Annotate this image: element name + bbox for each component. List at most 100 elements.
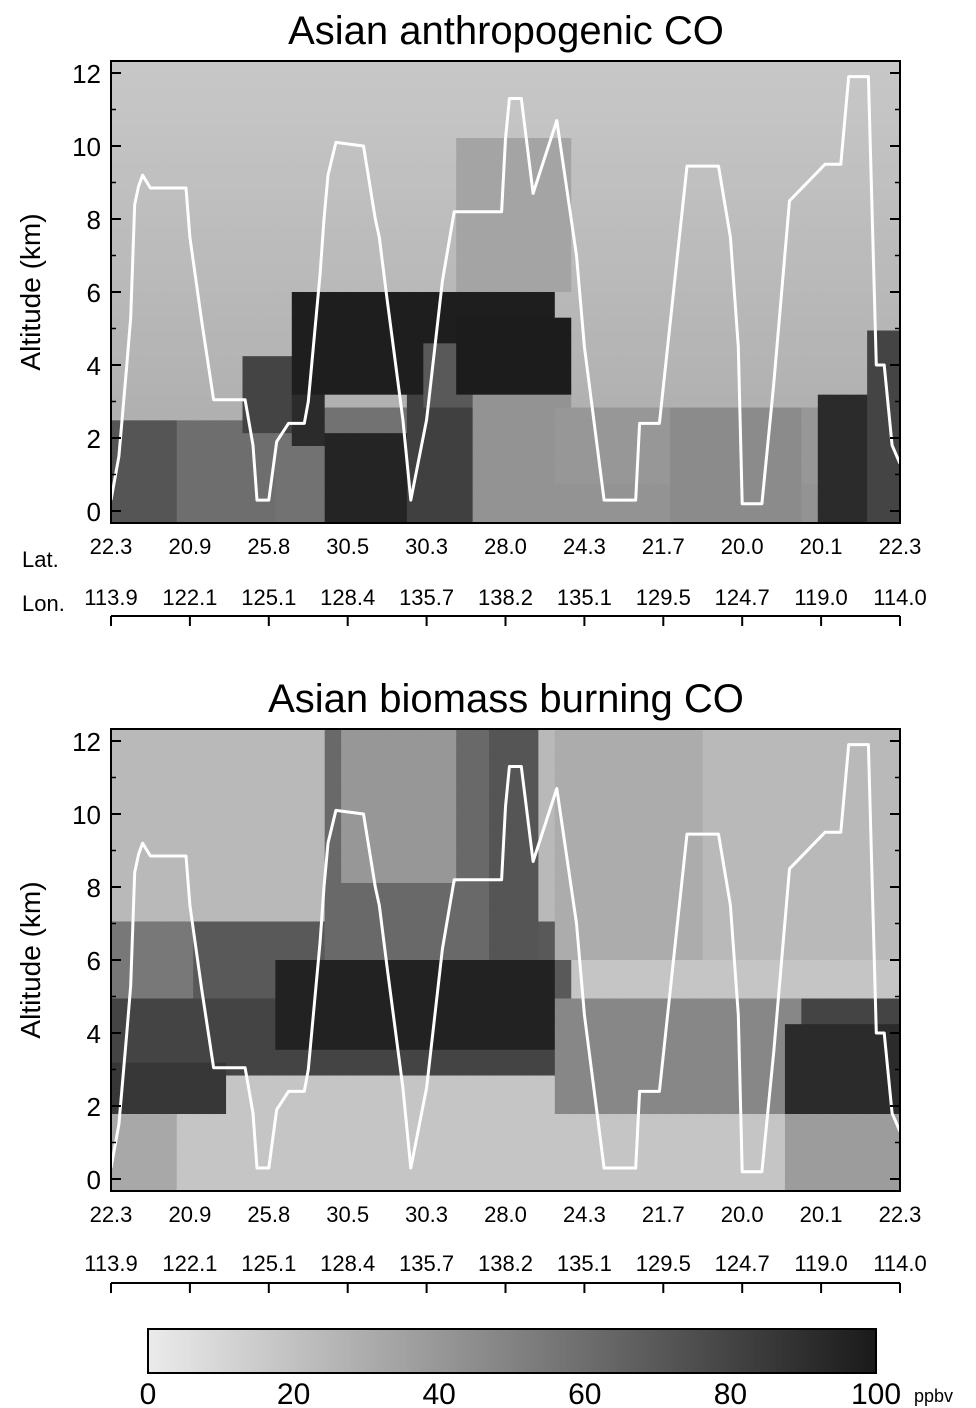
field-cell [324,1062,342,1077]
field-cell [554,471,572,486]
field-cell [505,793,523,807]
field-cell [275,1139,293,1154]
field-cell [883,343,901,357]
field-cell [505,73,523,88]
field-cell [505,870,523,884]
field-cell [242,73,260,88]
field-cell [242,112,260,126]
field-cell [143,806,161,820]
field-cell [686,202,704,216]
field-cell [801,985,819,1000]
field-cell [834,895,852,910]
field-cell [406,1101,424,1115]
field-cell [702,972,720,987]
field-cell [637,394,655,409]
field-cell [324,960,342,974]
field-cell [275,947,293,961]
field-cell [702,112,720,126]
field-cell [752,793,770,807]
field-cell [324,73,342,88]
field-cell [867,227,885,242]
y-tick-label: 2 [87,424,101,454]
field-cell [620,112,638,126]
field-cell [143,1088,161,1102]
field-cell [850,831,868,846]
field-cell [801,1139,819,1154]
field-cell [341,471,359,486]
field-cell [357,1178,375,1192]
field-cell [193,330,211,344]
field-cell [571,330,589,344]
field-cell [291,279,309,293]
field-cell [439,86,457,101]
field-cell [176,741,194,756]
field-cell [291,895,309,910]
field-cell [686,330,704,344]
field-cell [127,279,145,293]
field-cell [291,1062,309,1077]
y-axis-label: Altitude (km) [15,881,46,1038]
field-cell [160,253,178,267]
field-cell [669,1165,687,1179]
field-cell [554,883,572,897]
field-cell [160,86,178,101]
field-cell [439,394,457,409]
field-cell [143,767,161,781]
field-cell [719,394,737,409]
field-cell [160,356,178,370]
field-cell [834,960,852,974]
field-cell [308,767,326,781]
field-cell [604,883,622,897]
field-cell [258,883,276,897]
field-cell [686,998,704,1012]
field-cell [669,998,687,1012]
field-cell [374,1165,392,1179]
field-cell [308,883,326,897]
field-cell [538,86,556,101]
field-cell [324,883,342,897]
chart-title: Asian anthropogenic CO [288,9,724,53]
field-cell [653,883,671,897]
field-cell [850,1062,868,1077]
field-cell [226,163,244,178]
field-cell [226,844,244,858]
field-cell [406,356,424,370]
field-cell [620,806,638,820]
field-cell [883,1011,901,1025]
y-tick-label: 8 [87,205,101,235]
field-cell [752,960,770,974]
field-cell [817,292,835,306]
field-cell [472,292,490,306]
field-cell [538,767,556,781]
field-cell [521,73,539,88]
field-cell [637,1037,655,1051]
field-cell [719,176,737,190]
field-cell [456,857,474,871]
field-cell [489,86,507,101]
field-cell [604,304,622,319]
field-cell [456,934,474,948]
field-cell [752,394,770,409]
field-cell [242,754,260,769]
field-cell [423,189,441,203]
field-cell [784,1088,802,1102]
field-cell [308,1075,326,1089]
field-cell [160,343,178,357]
field-cell [669,780,687,794]
field-cell [702,1152,720,1166]
field-cell [801,150,819,165]
field-cell [702,870,720,884]
field-cell [160,1037,178,1051]
field-cell [406,780,424,794]
field-cell [472,934,490,948]
field-cell [505,86,523,101]
field-cell [258,1101,276,1115]
field-cell [258,895,276,910]
field-cell [784,1049,802,1064]
field-cell [324,279,342,293]
field-cell [801,1049,819,1064]
field-cell [883,780,901,794]
field-cell [719,793,737,807]
field-cell [374,394,392,409]
field-cell [456,125,474,139]
